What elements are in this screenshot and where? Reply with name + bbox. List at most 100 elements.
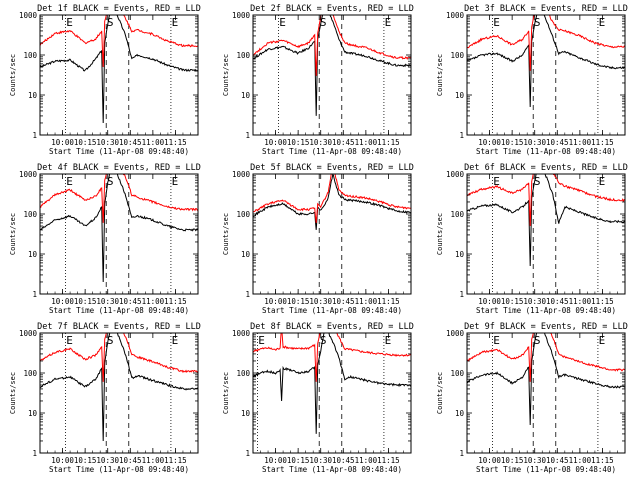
detector-panel: Det 7f BLACK = Events, RED = LLD E S E 1 10 10…	[9, 322, 201, 474]
time-marker-label: E	[385, 334, 392, 347]
time-marker-label: E	[385, 16, 392, 29]
x-tick-label: 10:45	[119, 138, 142, 147]
time-marker-label: E	[279, 16, 286, 29]
x-tick-label: 11:00	[569, 297, 592, 306]
x-tick-label: 11:00	[142, 297, 165, 306]
time-marker-label: E	[258, 334, 265, 347]
y-tick-label: 10	[241, 250, 251, 259]
events-series-line	[40, 333, 198, 442]
y-tick-label: 1	[459, 290, 464, 299]
panel-data	[467, 174, 625, 294]
x-tick-label: 10:00	[264, 456, 287, 465]
detector-panel: Det 6f BLACK = Events, RED = LLD E S E 1 10 10…	[436, 163, 628, 315]
y-tick-label: 100	[450, 210, 464, 219]
panel-data	[467, 15, 625, 135]
x-tick-label: 11:00	[569, 138, 592, 147]
y-tick-label: 1	[32, 449, 37, 458]
time-marker-label: E	[172, 16, 179, 29]
detector-panel: Det 3f BLACK = Events, RED = LLD E S E 1 10 10…	[436, 4, 628, 156]
x-tick-label: 11:15	[164, 297, 187, 306]
x-tick-label: 11:00	[142, 456, 165, 465]
plot-frame	[39, 332, 199, 454]
x-axis-label: Start Time (11-Apr-08 09:48:40)	[49, 306, 189, 315]
detector-panel: Det 1f BLACK = Events, RED = LLD E S E 1 10 10…	[9, 4, 201, 156]
x-tick-label: 10:30	[96, 138, 119, 147]
y-tick-label: 10	[241, 91, 251, 100]
y-tick-label: 100	[236, 210, 250, 219]
events-series-line	[467, 333, 625, 426]
panel-title: Det 3f BLACK = Events, RED = LLD	[464, 4, 628, 14]
plot-frame	[252, 14, 412, 136]
x-tick-label: 10:00	[478, 456, 501, 465]
x-tick-label: 11:15	[377, 138, 400, 147]
y-tick-label: 1000	[446, 170, 465, 179]
x-tick-label: 11:00	[355, 297, 378, 306]
y-tick-label: 10	[28, 409, 38, 418]
x-tick-label: 10:45	[546, 297, 569, 306]
x-tick-label: 10:00	[264, 138, 287, 147]
panel-data	[40, 174, 198, 294]
panel-data	[253, 15, 411, 135]
y-tick-label: 10	[455, 91, 465, 100]
x-tick-label: 10:30	[309, 138, 332, 147]
x-tick-label: 10:45	[332, 456, 355, 465]
x-tick-label: 11:15	[377, 456, 400, 465]
time-marker-label: S	[320, 334, 327, 347]
lld-series-line	[40, 174, 198, 223]
x-tick-label: 11:15	[591, 297, 614, 306]
x-tick-label: 10:30	[96, 297, 119, 306]
y-tick-label: 10	[241, 409, 251, 418]
plot-frame	[39, 173, 199, 295]
x-tick-label: 10:30	[523, 456, 546, 465]
time-marker-label: E	[493, 334, 500, 347]
y-axis-label: Counts/sec	[436, 372, 444, 414]
detector-panel: Det 9f BLACK = Events, RED = LLD E S E 1 10 10…	[436, 322, 628, 474]
time-marker-label: S	[534, 175, 541, 188]
panel-data	[253, 174, 411, 294]
x-axis-label: Start Time (11-Apr-08 09:48:40)	[262, 147, 402, 156]
x-tick-label: 10:30	[523, 297, 546, 306]
x-tick-label: 11:15	[591, 456, 614, 465]
x-tick-label: 10:15	[287, 138, 310, 147]
x-tick-label: 10:15	[501, 456, 524, 465]
plot-frame	[466, 14, 626, 136]
panel-data	[40, 333, 198, 453]
time-marker-label: S	[107, 16, 114, 29]
time-marker-label: S	[107, 175, 114, 188]
time-marker-label: E	[599, 334, 606, 347]
panel-title: Det 2f BLACK = Events, RED = LLD	[250, 4, 414, 14]
x-tick-label: 10:00	[51, 297, 74, 306]
events-series-line	[467, 174, 625, 267]
time-marker-label: S	[534, 16, 541, 29]
y-tick-label: 1000	[232, 329, 251, 338]
plot-frame	[252, 173, 412, 295]
x-tick-label: 10:15	[501, 297, 524, 306]
x-axis-label: Start Time (11-Apr-08 09:48:40)	[49, 465, 189, 474]
plot-frame	[466, 173, 626, 295]
detector-panel: Det 2f BLACK = Events, RED = LLD E S E 1 10 10…	[222, 4, 414, 156]
x-tick-label: 10:30	[309, 456, 332, 465]
time-marker-label: E	[599, 175, 606, 188]
y-axis-label: Counts/sec	[436, 54, 444, 96]
x-tick-label: 10:30	[309, 297, 332, 306]
detector-panel: Det 5f BLACK = Events, RED = LLD 1 10 100 10…	[222, 163, 414, 315]
x-tick-label: 10:15	[74, 456, 97, 465]
detector-panel: Det 8f BLACK = Events, RED = LLD E S E 1 10 10…	[222, 322, 414, 474]
y-axis-label: Counts/sec	[9, 372, 17, 414]
x-tick-label: 11:00	[142, 138, 165, 147]
events-series-line	[253, 333, 411, 434]
time-marker-label: E	[172, 175, 179, 188]
y-tick-label: 1	[459, 131, 464, 140]
x-tick-label: 10:00	[478, 138, 501, 147]
panel-title: Det 8f BLACK = Events, RED = LLD	[250, 322, 414, 332]
y-tick-label: 100	[236, 369, 250, 378]
time-marker-label: E	[493, 175, 500, 188]
x-tick-label: 10:30	[523, 138, 546, 147]
y-tick-label: 100	[450, 51, 464, 60]
x-axis-label: Start Time (11-Apr-08 09:48:40)	[476, 306, 616, 315]
y-axis-label: Counts/sec	[222, 372, 230, 414]
panel-data	[467, 333, 625, 453]
y-tick-label: 100	[450, 369, 464, 378]
y-axis-label: Counts/sec	[436, 213, 444, 255]
